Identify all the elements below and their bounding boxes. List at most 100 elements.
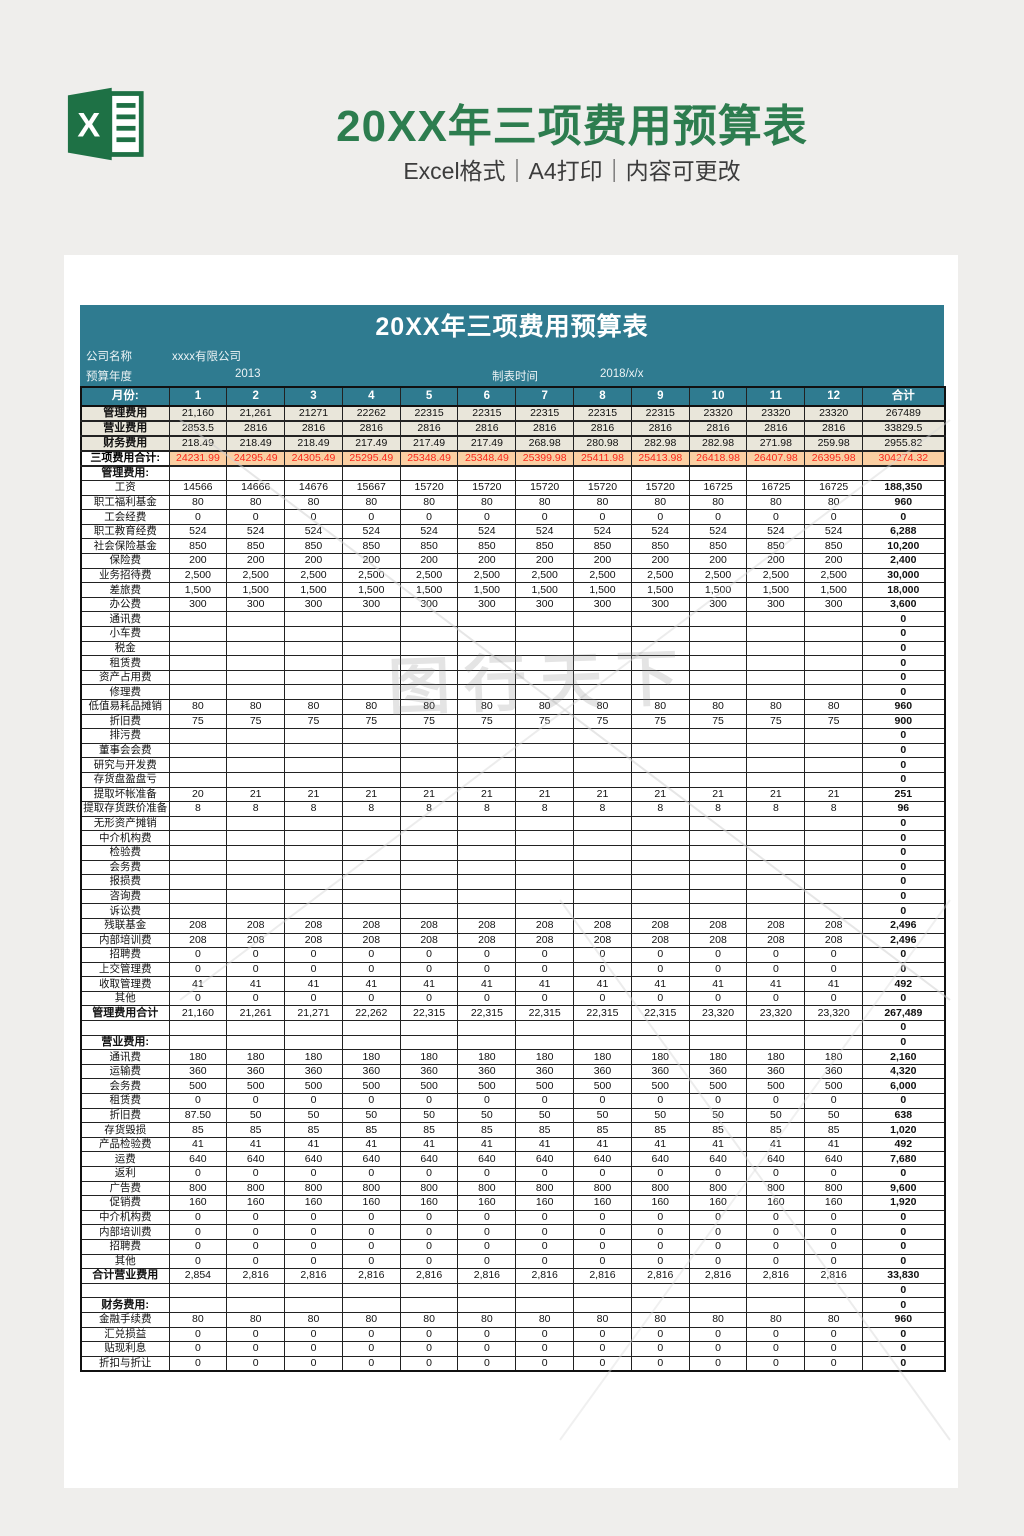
value-cell xyxy=(226,903,286,919)
row-total-cell: 0 xyxy=(862,859,946,876)
page-subtitle: Excel格式｜A4打印｜内容可更改 xyxy=(403,158,741,184)
table-row: 检验费 0 xyxy=(80,844,946,861)
value-cell xyxy=(573,669,632,686)
value-cell: 640 xyxy=(399,1151,459,1167)
value-cell: 0 xyxy=(341,1253,401,1270)
row-label-cell: 贴现利息 xyxy=(80,1341,170,1357)
row-label-cell: 保险费 xyxy=(80,553,170,569)
value-cell xyxy=(168,611,228,628)
value-cell: 0 xyxy=(168,990,228,1007)
value-cell: 524 xyxy=(515,523,575,540)
value-cell: 180 xyxy=(746,1049,806,1065)
value-cell: 80 xyxy=(399,699,459,715)
value-cell xyxy=(284,655,343,671)
value-cell xyxy=(399,815,459,832)
value-cell: 200 xyxy=(515,553,575,569)
value-cell: 0 xyxy=(226,961,286,978)
value-cell xyxy=(630,1282,690,1299)
value-cell xyxy=(573,655,632,671)
svg-text:X: X xyxy=(77,106,100,144)
value-cell: 208 xyxy=(168,917,228,934)
value-cell: 200 xyxy=(746,553,806,569)
value-cell: 0 xyxy=(226,1224,286,1240)
table-date-value: 2018/x/x xyxy=(600,368,644,380)
row-total-cell: 4,320 xyxy=(862,1063,946,1080)
value-cell: 22,315 xyxy=(515,1005,575,1022)
value-cell xyxy=(573,757,632,773)
table-row: 修理费 0 xyxy=(80,684,946,700)
value-cell xyxy=(226,874,286,890)
value-cell xyxy=(515,888,575,905)
value-cell: 2816 xyxy=(457,420,517,437)
value-cell: 300 xyxy=(341,596,401,613)
value-cell: 300 xyxy=(284,596,343,613)
value-cell: 41 xyxy=(688,976,748,992)
row-label-cell: 无形资产摊销 xyxy=(80,815,170,832)
row-label-cell: 中介机构费 xyxy=(80,1209,170,1226)
value-cell xyxy=(746,465,806,482)
value-cell: 8 xyxy=(399,801,459,817)
row-total-cell: 267,489 xyxy=(862,1005,946,1022)
excel-logo-icon: X xyxy=(66,86,146,167)
value-cell: 22,315 xyxy=(457,1005,517,1022)
value-cell: 80 xyxy=(804,494,864,511)
value-cell: 0 xyxy=(515,1238,575,1255)
value-cell xyxy=(399,626,459,642)
table-row: 提取存货跌价准备 8 8 8 8 8 8 8 8 8 8 8 8 96 xyxy=(80,801,946,817)
value-cell: 0 xyxy=(688,1093,748,1109)
value-cell xyxy=(804,640,864,657)
value-cell xyxy=(746,1034,806,1051)
row-label-cell: 残联基金 xyxy=(80,917,170,934)
table-row: 无形资产摊销 0 xyxy=(80,815,946,832)
row-total-cell: 0 xyxy=(862,844,946,861)
value-cell: 0 xyxy=(688,509,748,525)
value-cell: 850 xyxy=(746,538,806,555)
table-row: 董事会会费 0 xyxy=(80,742,946,759)
value-cell: 2816 xyxy=(341,420,401,437)
value-cell: 85 xyxy=(688,1122,748,1138)
value-cell: 2,816 xyxy=(457,1268,517,1284)
value-cell xyxy=(399,1282,459,1299)
value-cell xyxy=(284,771,343,788)
row-label-cell: 返利 xyxy=(80,1166,170,1182)
value-cell: 0 xyxy=(341,1166,401,1182)
table-row: 其他 0 0 0 0 0 0 0 0 0 0 0 0 0 xyxy=(80,1253,946,1270)
value-cell: 25348.49 xyxy=(457,450,517,467)
value-cell xyxy=(226,1034,286,1051)
value-cell: 640 xyxy=(168,1151,228,1167)
row-total-cell: 0 xyxy=(862,874,946,890)
value-cell: 41 xyxy=(804,1136,864,1153)
value-cell: 0 xyxy=(457,1209,517,1226)
value-cell: 0 xyxy=(573,1341,632,1357)
value-cell: 850 xyxy=(284,538,343,555)
value-cell xyxy=(341,874,401,890)
month-header-cell: 4 xyxy=(341,386,401,407)
value-cell: 360 xyxy=(746,1063,806,1080)
table-row: 财务费用: 0 xyxy=(80,1297,946,1313)
value-cell: 14566 xyxy=(168,480,228,496)
month-header-cell: 10 xyxy=(688,386,748,407)
value-cell: 80 xyxy=(746,699,806,715)
row-label-cell: 存货毁损 xyxy=(80,1122,170,1138)
value-cell xyxy=(515,465,575,482)
value-cell: 160 xyxy=(573,1195,632,1211)
value-cell: 0 xyxy=(573,961,632,978)
value-cell: 0 xyxy=(226,990,286,1007)
value-cell xyxy=(746,742,806,759)
table-row: 提取坏帐准备 20 21 21 21 21 21 21 21 21 21 21 21 251 xyxy=(80,786,946,803)
value-cell xyxy=(399,903,459,919)
table-row: 营业费用 2853.5 2816 2816 2816 2816 2816 2816 2816 28… xyxy=(80,420,946,437)
value-cell: 208 xyxy=(804,932,864,949)
row-total-cell: 0 xyxy=(862,815,946,832)
value-cell xyxy=(573,684,632,700)
row-total-cell: 960 xyxy=(862,494,946,511)
value-cell: 8 xyxy=(630,801,690,817)
value-cell: 1,500 xyxy=(226,582,286,598)
value-cell: 850 xyxy=(168,538,228,555)
value-cell: 500 xyxy=(688,1078,748,1095)
value-cell: 0 xyxy=(515,1166,575,1182)
value-cell: 2,500 xyxy=(457,567,517,584)
row-label-cell: 上交管理费 xyxy=(80,961,170,978)
row-label-cell: 通讯费 xyxy=(80,611,170,628)
value-cell: 200 xyxy=(688,553,748,569)
